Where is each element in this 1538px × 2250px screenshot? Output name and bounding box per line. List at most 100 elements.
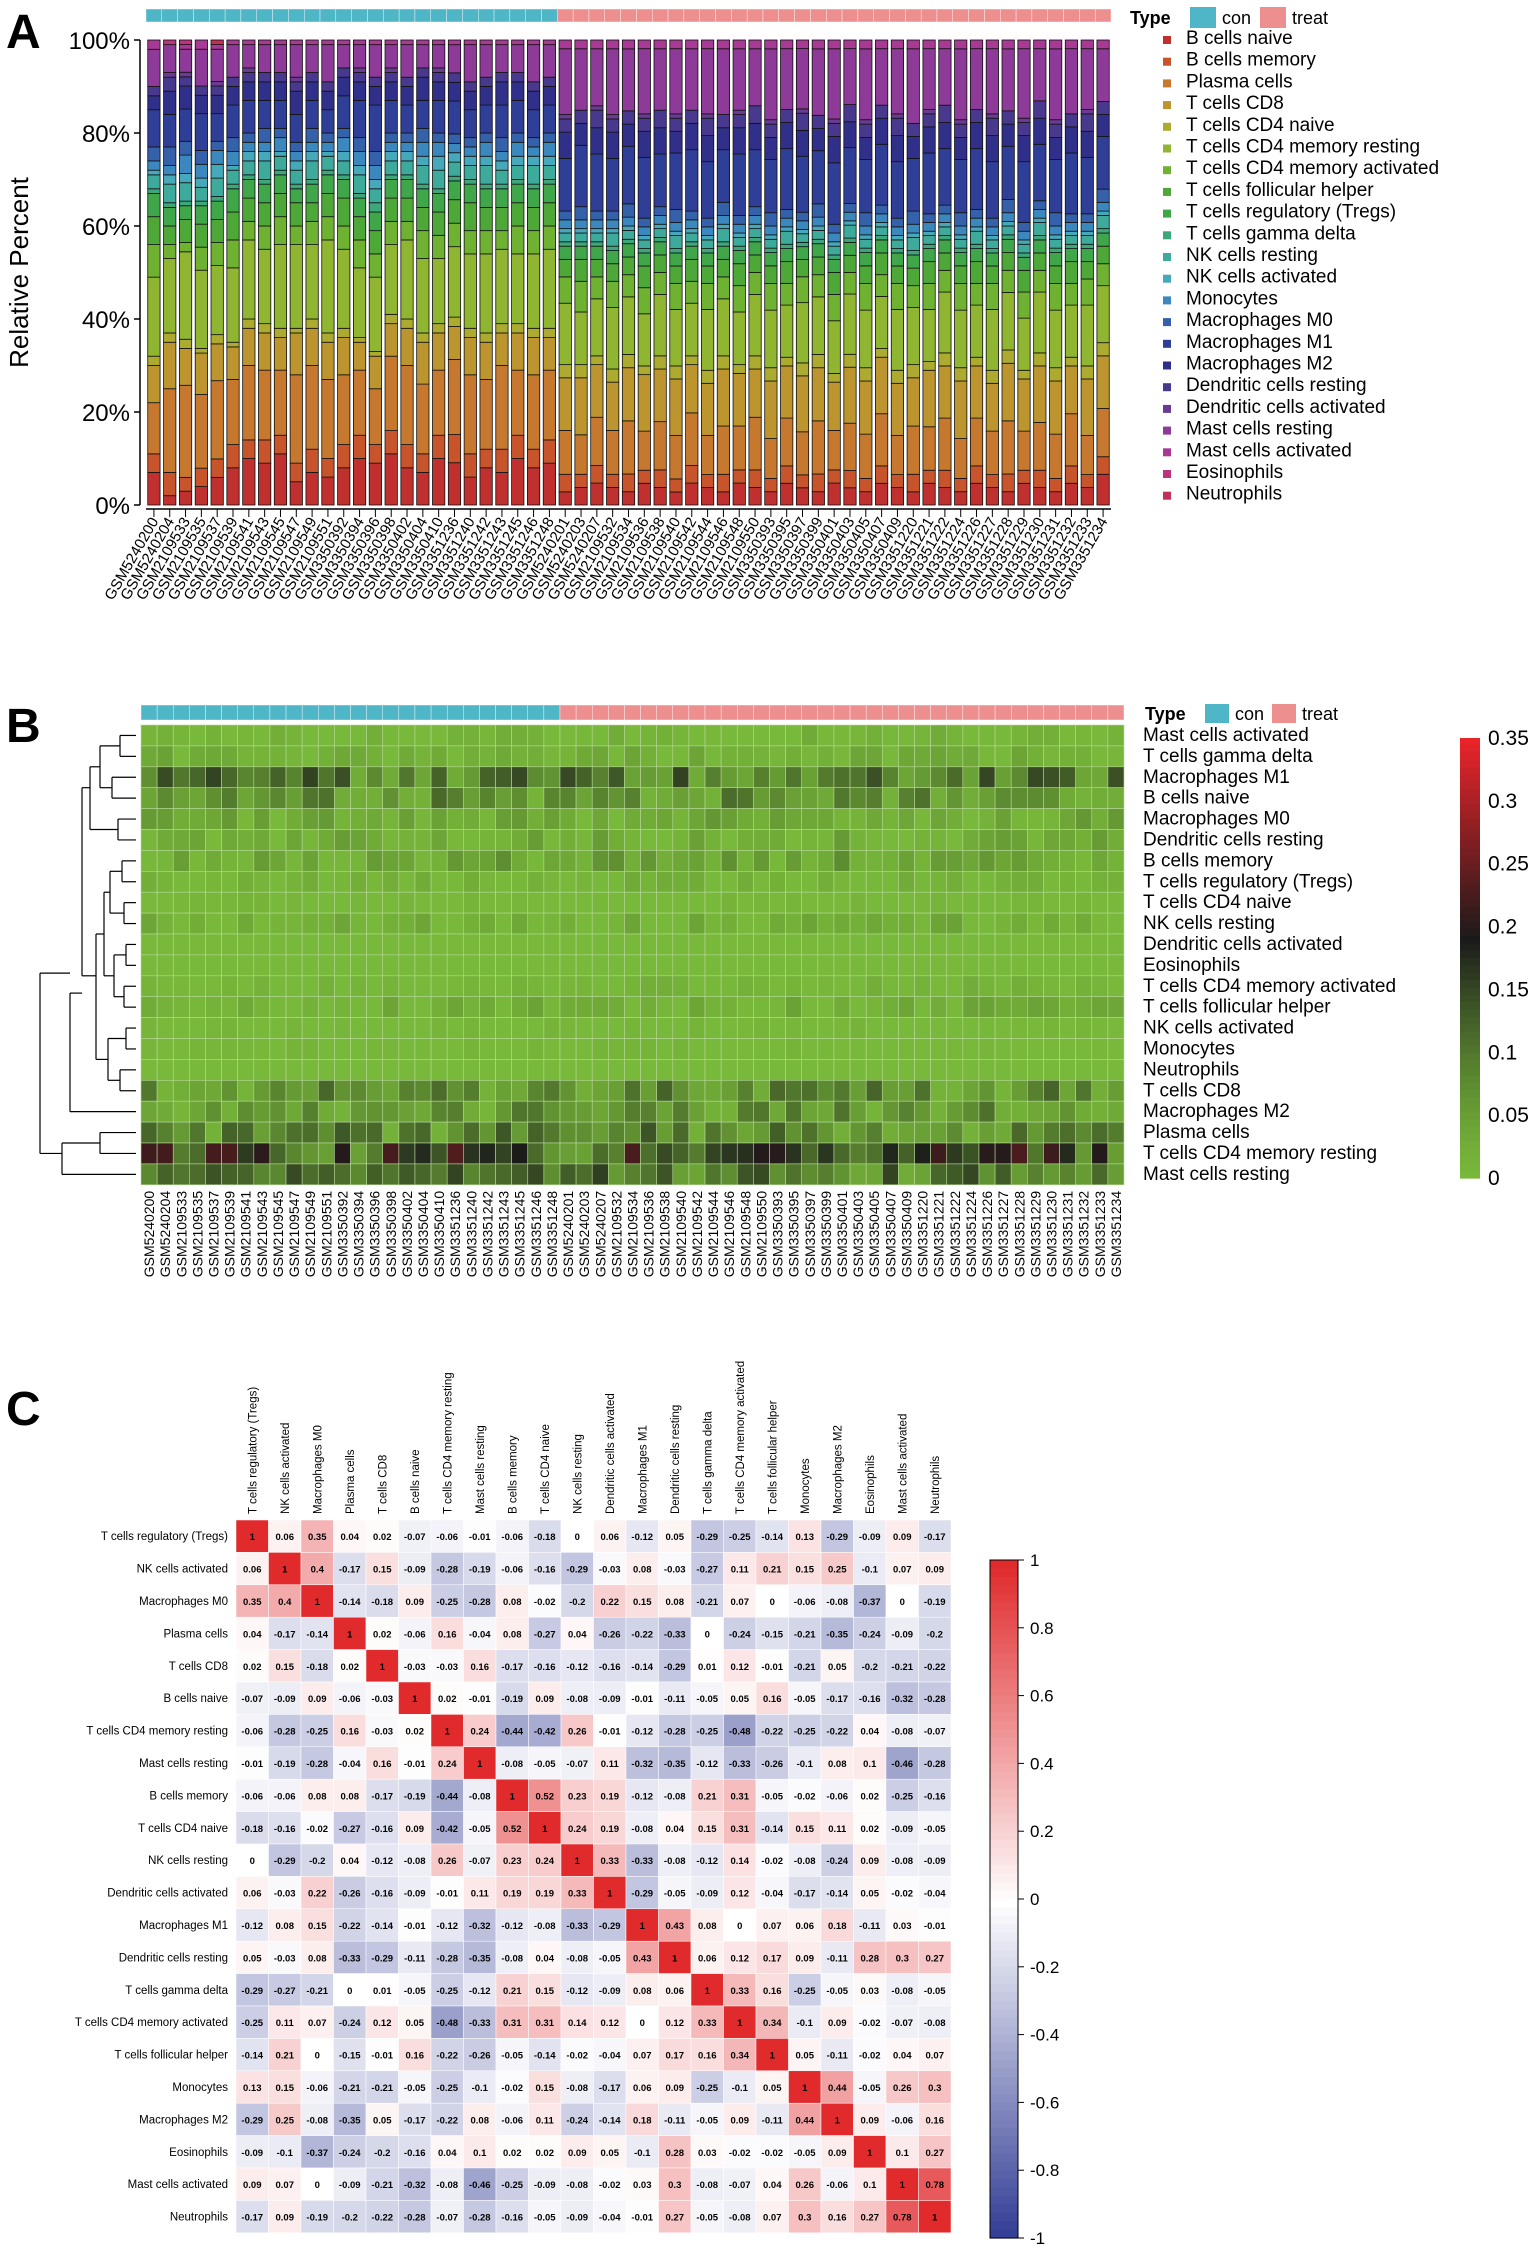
heatmap-cell: [382, 850, 400, 872]
heatmap-cell: [1010, 724, 1028, 747]
bar-segment: [178, 140, 193, 156]
heatmap-cell: [366, 745, 384, 768]
heatmap-cell: [1075, 870, 1093, 893]
heatmap-cell: [849, 1059, 867, 1081]
type-strip-cell: [1107, 704, 1125, 721]
corr-value: 1: [672, 1953, 678, 1964]
heatmap-cell: [495, 1121, 512, 1144]
heatmap-cell: [446, 975, 464, 997]
corr-value: -0.2: [309, 1856, 325, 1867]
colorbar-segment: [990, 1983, 1018, 1993]
heatmap-cell: [817, 870, 835, 893]
heatmap-cell: [527, 1100, 545, 1123]
bar-segment: [811, 225, 825, 231]
heatmap-cell: [430, 891, 448, 914]
heatmap-cell: [462, 933, 480, 956]
heatmap-cell: [527, 870, 545, 893]
heatmap-cell: [140, 1100, 158, 1123]
bar-segment: [590, 482, 604, 506]
corr-cell: [300, 1746, 334, 1780]
heatmap-row-label: T cells CD4 memory resting: [1143, 1143, 1377, 1164]
corr-value: 0.25: [828, 1565, 847, 1576]
legend-entry: NK cells resting: [1186, 245, 1318, 266]
corr-cell: [528, 2200, 562, 2234]
corr-cell: [820, 1843, 854, 1877]
heatmap-cell: [946, 745, 964, 768]
type-strip-cell: [398, 8, 416, 23]
corr-cell: [398, 1649, 432, 1683]
bar-segment: [178, 200, 193, 207]
corr-cell: [430, 1519, 464, 1553]
corr-cell: [723, 1616, 757, 1650]
bar-segment: [337, 174, 351, 180]
panel-letter-c: C: [6, 1383, 41, 1436]
bar-segment: [716, 114, 730, 129]
bar-segment: [305, 318, 319, 329]
corr-cell: [885, 2005, 919, 2039]
bar-segment: [938, 487, 952, 506]
corr-cell: [625, 1811, 659, 1845]
corr-column-label: T cells CD4 memory resting: [442, 1372, 454, 1514]
corr-value: -0.21: [696, 1597, 718, 1608]
corr-value: 1: [412, 1694, 418, 1705]
heatmap-cell: [172, 1017, 190, 1039]
bar-segment: [479, 253, 493, 334]
heatmap-cell: [350, 850, 367, 872]
bar-segment: [764, 48, 778, 121]
colorbar-segment: [1460, 862, 1480, 871]
heatmap-cell: [833, 870, 851, 893]
heatmap-cell: [930, 745, 948, 768]
bar-segment: [542, 39, 556, 46]
bar-segment: [479, 379, 493, 450]
bar-segment: [811, 230, 825, 240]
heatmap-cell: [559, 808, 577, 830]
heatmap-cell: [575, 912, 593, 935]
heatmap-cell: [366, 766, 384, 788]
bar-segment: [780, 122, 794, 150]
heatmap-column-label: GSM3351228: [1011, 1191, 1027, 1278]
bar-segment: [163, 90, 177, 115]
bar-segment: [542, 155, 556, 166]
heatmap-cell: [1010, 787, 1028, 809]
type-strip-cell: [156, 704, 174, 721]
bar-segment: [606, 473, 620, 488]
corr-cell: [723, 2102, 757, 2136]
bar-segment: [432, 332, 446, 371]
corr-cell: [820, 1908, 854, 1942]
heatmap-cell: [946, 766, 964, 788]
heatmap-cell: [962, 954, 980, 977]
legend-entry: T cells CD4 memory resting: [1186, 137, 1420, 158]
heatmap-cell: [688, 996, 706, 1018]
bar-segment: [194, 352, 208, 395]
bar-segment: [273, 81, 288, 101]
bar-segment: [732, 311, 746, 366]
bar-segment: [843, 293, 857, 355]
corr-value: 0.16: [406, 2051, 425, 2062]
heatmap-cell: [334, 954, 351, 977]
type-strip-cell: [350, 704, 367, 721]
type-strip-cell: [511, 704, 528, 721]
heatmap-cell: [1091, 975, 1109, 997]
bar-segment: [178, 490, 193, 506]
corr-cell: [723, 1649, 757, 1683]
heatmap-cell: [624, 912, 641, 935]
heatmap-column-label: GSM2109549: [302, 1191, 318, 1278]
bar-segment: [606, 263, 620, 282]
bar-segment: [226, 151, 240, 166]
heatmap-cell: [994, 745, 1012, 768]
heatmap-cell: [753, 1017, 770, 1039]
corr-value: -0.33: [729, 1759, 751, 1770]
bar-segment: [954, 159, 968, 214]
corr-cell: [235, 1876, 269, 1910]
bar-segment: [954, 137, 968, 160]
heatmap-cell: [495, 787, 512, 809]
corr-value: -0.22: [371, 2213, 393, 2224]
bar-segment: [954, 265, 968, 284]
bar-segment: [527, 467, 541, 506]
heatmap-cell: [1027, 975, 1044, 997]
bar-segment: [621, 491, 636, 506]
heatmap-cell: [672, 1059, 690, 1081]
bar-segment: [574, 39, 588, 50]
heatmap-cell: [366, 724, 384, 747]
bar-segment: [194, 94, 208, 115]
